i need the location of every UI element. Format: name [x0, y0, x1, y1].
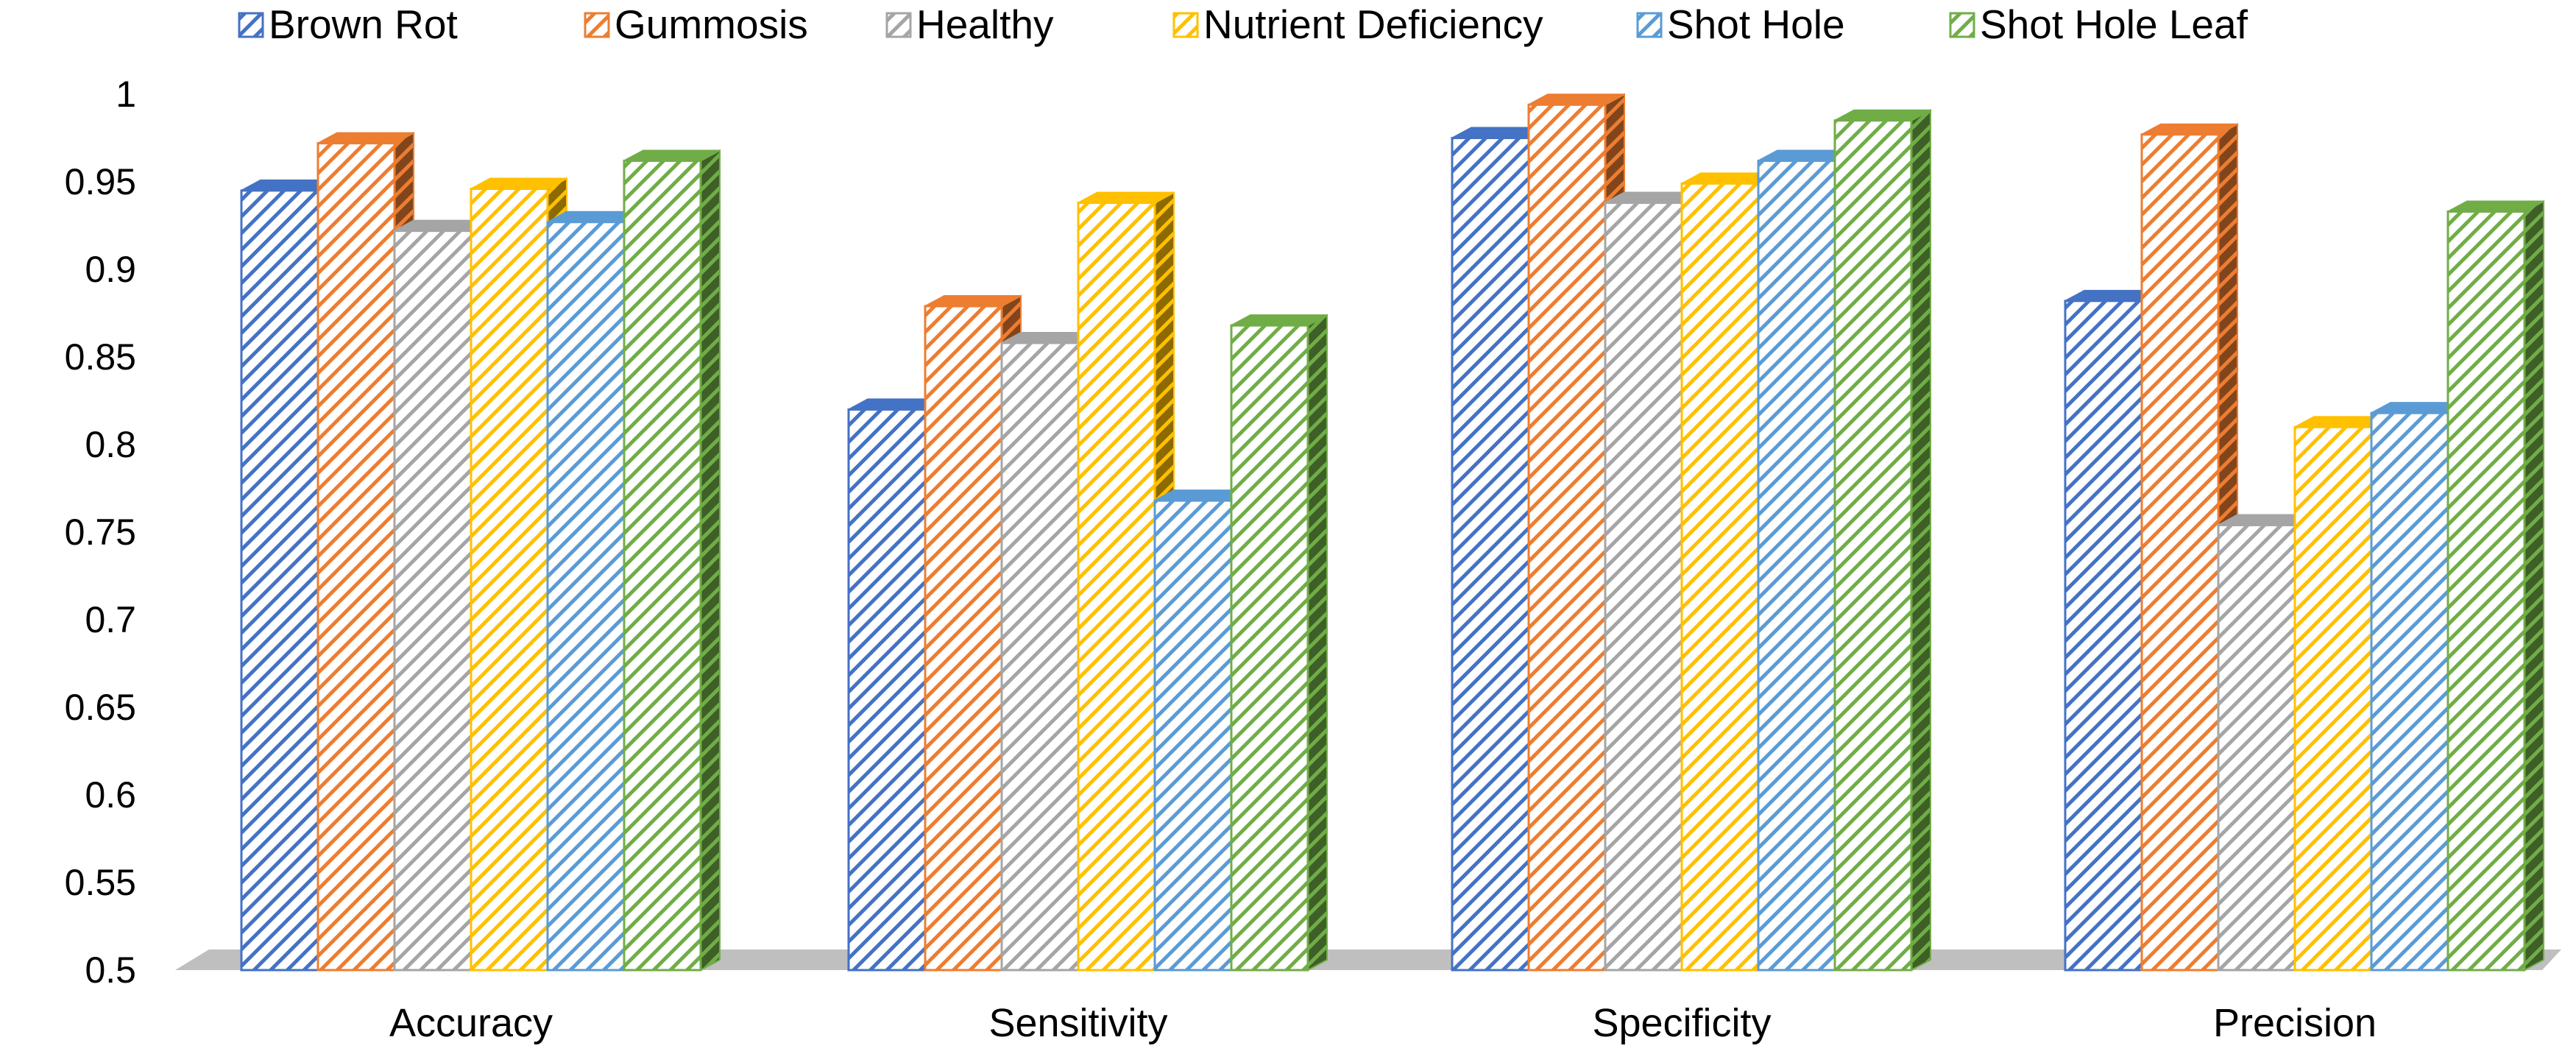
bar-front: [1230, 324, 1309, 972]
bar-side: [700, 149, 721, 972]
bar: [2446, 199, 2544, 972]
x-axis-labels: Accuracy Sensitivity Specificity Precision: [389, 1001, 2377, 1045]
bar: [623, 149, 721, 972]
bar-front: [470, 188, 549, 972]
legend-label: Healthy: [916, 1, 1054, 47]
floor-plane: [175, 949, 2561, 970]
bar: [2064, 289, 2162, 972]
bar-front: [1077, 202, 1156, 972]
bar-front: [546, 221, 626, 972]
legend-swatch: [584, 12, 610, 38]
legend-swatch: [1172, 12, 1199, 38]
y-tick-label: 0.65: [65, 687, 136, 728]
legend-swatch: [238, 12, 264, 38]
y-tick-label: 0.6: [85, 774, 136, 816]
bar-front: [623, 159, 702, 972]
bar-front: [240, 189, 319, 972]
bar-front: [393, 230, 473, 972]
bar-front: [2370, 411, 2449, 972]
bar-side: [2524, 199, 2544, 972]
y-tick-label: 0.55: [65, 862, 136, 903]
bar-front: [1757, 159, 1836, 972]
legend: Brown Rot Gummosis Healthy Nutrient Deficie…: [238, 1, 2248, 47]
bar-front: [2064, 300, 2143, 972]
bar-side: [1911, 109, 1931, 972]
legend-item: Shot Hole Leaf: [1949, 1, 2248, 47]
bar-front: [1680, 182, 1760, 972]
legend-item: Healthy: [885, 1, 1054, 47]
bar-side: [1307, 314, 1328, 972]
y-tick-label: 0.85: [65, 336, 136, 378]
legend-item: Gummosis: [584, 1, 808, 47]
legend-label: Gummosis: [615, 1, 808, 47]
x-tick-label: Precision: [2213, 1001, 2377, 1045]
bar-front: [1000, 342, 1080, 972]
y-tick-label: 1: [116, 74, 136, 115]
bar-front: [847, 408, 927, 972]
bar-front: [1833, 119, 1913, 972]
bar-front: [2446, 210, 2526, 972]
bar: [1833, 109, 1931, 972]
bar-front: [1604, 202, 1683, 972]
legend-swatch: [885, 12, 912, 38]
legend-swatch: [1636, 12, 1663, 38]
legend-item: Nutrient Deficiency: [1172, 1, 1543, 47]
legend-label: Brown Rot: [269, 1, 458, 47]
chart-floor: [175, 949, 2561, 970]
x-tick-label: Accuracy: [389, 1001, 553, 1045]
y-tick-label: 0.95: [65, 161, 136, 202]
bar-front: [2217, 523, 2296, 972]
legend-swatch: [1949, 12, 1975, 38]
y-tick-label: 0.9: [85, 249, 136, 290]
y-axis-ticks: 0.5 0.55 0.6 0.65 0.7 0.75 0.8 0.85 0.9 0.95 1: [65, 74, 136, 991]
y-tick-label: 0.75: [65, 512, 136, 553]
y-tick-label: 0.7: [85, 599, 136, 640]
bar-front: [1451, 137, 1530, 972]
bar-front: [2140, 133, 2220, 972]
legend-label: Shot Hole: [1667, 1, 1845, 47]
bar-front: [1153, 499, 1233, 972]
y-tick-label: 0.8: [85, 424, 136, 465]
bars: [240, 93, 2544, 972]
legend-label: Nutrient Deficiency: [1203, 1, 1543, 47]
legend-item: Brown Rot: [238, 1, 458, 47]
bar-front: [1527, 103, 1607, 972]
legend-label: Shot Hole Leaf: [1980, 1, 2248, 47]
bar-front: [924, 305, 1003, 972]
bar-front: [316, 142, 396, 972]
legend-item: Shot Hole: [1636, 1, 1845, 47]
bar: [1230, 314, 1328, 972]
x-tick-label: Sensitivity: [988, 1001, 1167, 1045]
x-tick-label: Specificity: [1592, 1001, 1771, 1045]
y-tick-label: 0.5: [85, 949, 136, 991]
bar-front: [2293, 425, 2373, 972]
